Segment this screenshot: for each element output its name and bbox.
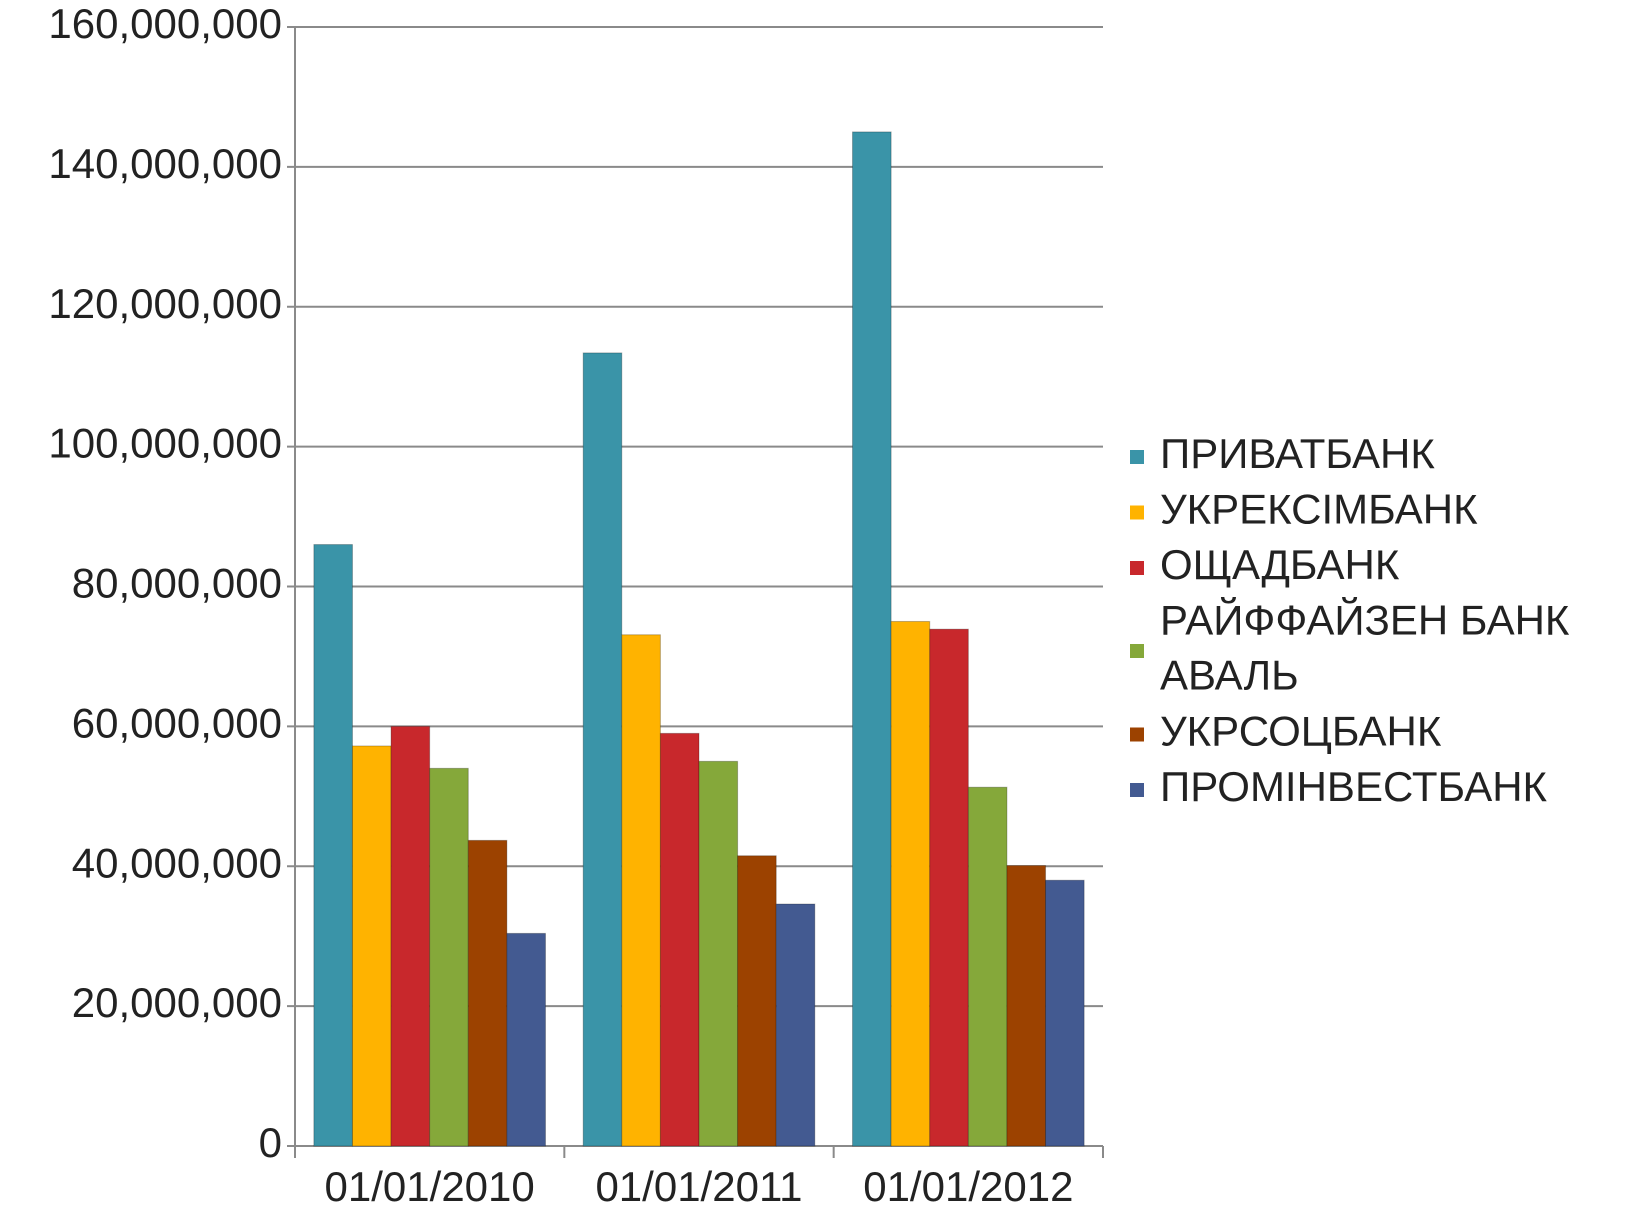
legend-item: УКРЕКСІМБАНК	[1130, 486, 1478, 533]
legend-swatch	[1130, 644, 1144, 658]
y-tick-label: 60,000,000	[72, 699, 282, 746]
legend-swatch	[1130, 727, 1144, 742]
x-tick-label: 01/01/2010	[325, 1163, 535, 1210]
bar	[390, 725, 431, 1147]
legend-item: РАЙФФАЙЗЕН БАНК АВАЛЬ	[1130, 596, 1581, 699]
bar	[698, 760, 739, 1147]
bar	[659, 732, 700, 1147]
x-tick-label: 01/01/2012	[863, 1163, 1073, 1210]
bar	[1045, 879, 1085, 1147]
bar	[967, 786, 1008, 1147]
bar	[737, 855, 777, 1147]
bar	[621, 634, 661, 1147]
y-tick-label: 100,000,000	[48, 420, 282, 467]
bar	[582, 352, 623, 1147]
bar	[1006, 865, 1047, 1147]
x-tick-label: 01/01/2011	[595, 1163, 802, 1210]
legend-swatch	[1130, 505, 1144, 520]
bar	[852, 131, 892, 1147]
bar	[313, 544, 353, 1147]
bar	[351, 745, 392, 1147]
legend-swatch	[1130, 450, 1144, 464]
legend-swatch	[1130, 783, 1144, 797]
y-tick-label: 20,000,000	[72, 979, 282, 1026]
legend-label: РАЙФФАЙЗЕН БАНК АВАЛЬ	[1160, 596, 1581, 699]
legend-swatch	[1130, 561, 1144, 575]
bar	[775, 903, 816, 1147]
y-tick-label: 0	[259, 1119, 282, 1166]
bar	[929, 628, 969, 1147]
legend-item: ПРОМІНВЕСТБАНК	[1130, 763, 1548, 810]
bar	[467, 839, 508, 1147]
y-tick-label: 40,000,000	[72, 839, 282, 886]
legend-line: АВАЛЬ	[1160, 652, 1299, 699]
y-tick-label: 160,000,000	[48, 0, 282, 47]
bar	[429, 767, 469, 1147]
legend-label: ПРОМІНВЕСТБАНК	[1160, 763, 1548, 810]
y-tick-label: 80,000,000	[72, 560, 282, 607]
legend-label: УКРЕКСІМБАНК	[1160, 486, 1478, 533]
bar	[506, 932, 546, 1147]
legend-line: РАЙФФАЙЗЕН БАНК	[1160, 596, 1581, 644]
y-tick-label: 140,000,000	[48, 140, 282, 187]
legend-label: ПРИВАТБАНК	[1160, 430, 1435, 477]
y-tick-label: 120,000,000	[48, 280, 282, 327]
legend-item: УКРСОЦБАНК	[1130, 708, 1442, 755]
legend-label: ОЩАДБАНК	[1160, 541, 1400, 588]
legend-item: ПРИВАТБАНК	[1130, 430, 1435, 477]
legend-item: ОЩАДБАНК	[1130, 541, 1400, 588]
bar	[890, 620, 931, 1147]
legend-label: УКРСОЦБАНК	[1160, 708, 1442, 755]
